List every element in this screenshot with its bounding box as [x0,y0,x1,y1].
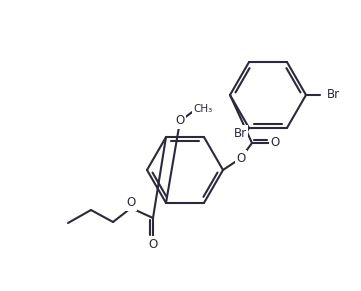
Text: O: O [148,237,158,251]
Text: O: O [236,152,245,164]
Text: O: O [175,114,184,127]
Text: O: O [126,196,136,210]
Text: CH₃: CH₃ [193,104,213,114]
Text: Br: Br [327,88,340,102]
Text: Br: Br [234,127,247,139]
Text: O: O [270,136,280,150]
